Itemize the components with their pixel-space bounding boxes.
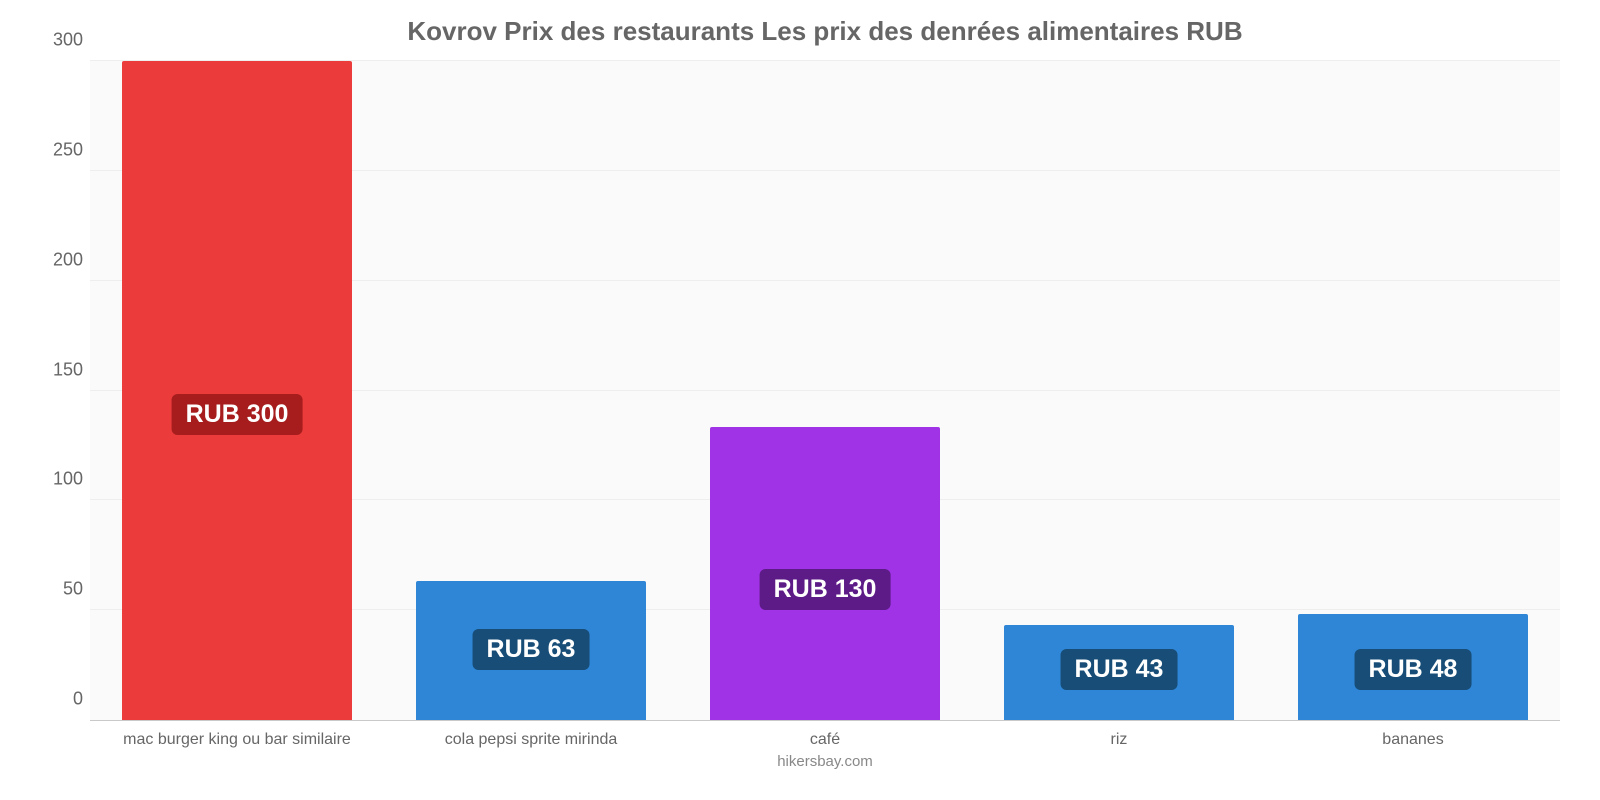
x-tick-label: cola pepsi sprite mirinda: [384, 731, 678, 749]
x-tick-label: mac burger king ou bar similaire: [90, 731, 384, 749]
y-tick-label: 50: [35, 579, 83, 600]
y-tick-label: 0: [35, 689, 83, 710]
bar-slot: RUB 43: [972, 61, 1266, 720]
x-tick-label: riz: [972, 731, 1266, 749]
y-tick-label: 150: [35, 359, 83, 380]
bar-slot: RUB 300: [90, 61, 384, 720]
value-badge: RUB 48: [1355, 649, 1472, 690]
bar-slot: RUB 48: [1266, 61, 1560, 720]
source-attribution: hikersbay.com: [90, 753, 1560, 770]
value-badge: RUB 63: [473, 629, 590, 670]
price-bar-chart: Kovrov Prix des restaurants Les prix des…: [0, 0, 1600, 800]
bars-container: RUB 300 RUB 63 RUB 130 RUB 43 RUB 48: [90, 61, 1560, 720]
chart-title: Kovrov Prix des restaurants Les prix des…: [90, 16, 1560, 47]
y-tick-label: 300: [35, 30, 83, 51]
value-badge: RUB 130: [760, 569, 891, 610]
bar-slot: RUB 63: [384, 61, 678, 720]
value-badge: RUB 43: [1061, 649, 1178, 690]
x-tick-label: café: [678, 731, 972, 749]
y-tick-label: 250: [35, 139, 83, 160]
bar-slot: RUB 130: [678, 61, 972, 720]
bar: [122, 61, 351, 720]
plot-area: 050100150200250300 RUB 300RUB 63RUB 130R…: [90, 61, 1560, 721]
x-tick-label: bananes: [1266, 731, 1560, 749]
x-axis-labels: mac burger king ou bar similairecola pep…: [90, 731, 1560, 749]
value-badge: RUB 300: [172, 394, 303, 435]
y-tick-label: 100: [35, 469, 83, 490]
y-tick-label: 200: [35, 249, 83, 270]
